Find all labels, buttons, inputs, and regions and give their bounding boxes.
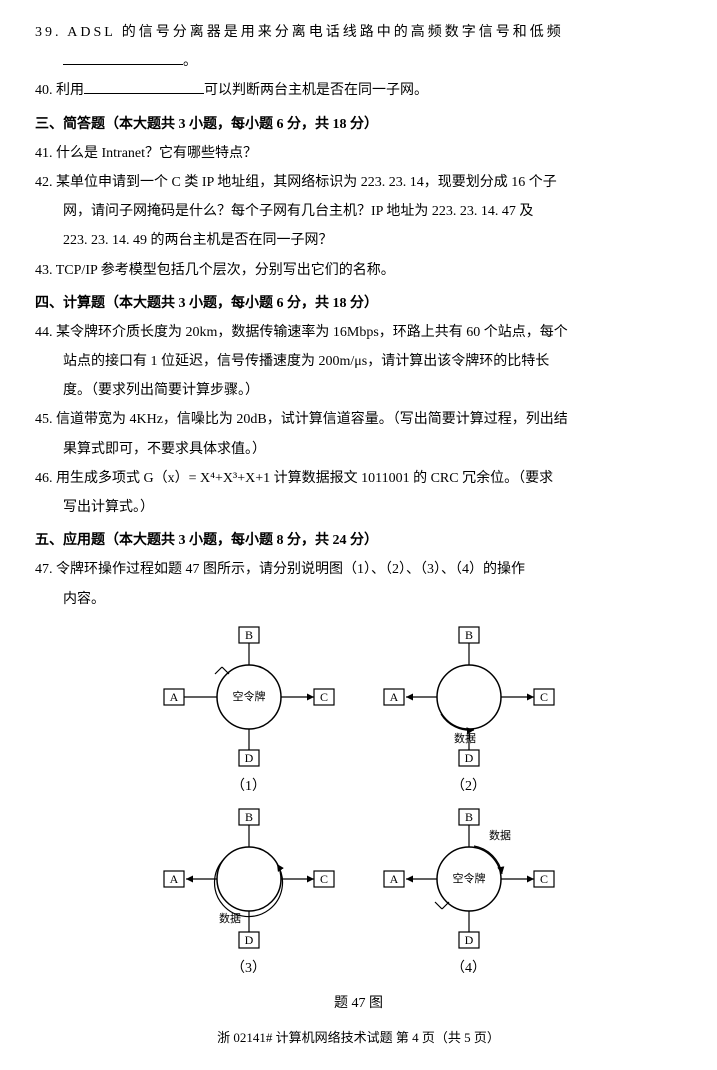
diagram-1-svg: 空令牌 B A C D [159, 622, 339, 772]
svg-text:A: A [389, 690, 398, 704]
diagram-2-label: （2） [451, 774, 486, 799]
question-40: 40. 利用 可以判断两台主机是否在同一子网。 [35, 78, 682, 103]
section-3-header: 三、简答题（本大题共 3 小题，每小题 6 分，共 18 分） [35, 112, 682, 137]
q42-line2: 网，请问子网掩码是什么？每个子网有几台主机？IP 地址为 223. 23. 14… [63, 204, 533, 219]
diagram-1-label: （1） [231, 774, 266, 799]
q46-l2: 写出计算式。） [35, 495, 682, 520]
q43-text: TCP/IP 参考模型包括几个层次，分别写出它们的名称。 [56, 263, 395, 278]
svg-text:B: B [464, 628, 472, 642]
question-46: 46. 用生成多项式 G（x）= X⁴+X³+X+1 计算数据报文 101100… [35, 466, 682, 491]
diagram-3-svg: 数据 B A C D [159, 804, 339, 954]
q47-num: 47. [35, 562, 53, 577]
q43-num: 43. [35, 263, 53, 278]
q46-num: 46. [35, 471, 53, 486]
q44-line3: 度。（要求列出简要计算步骤。） [63, 383, 259, 398]
node-d: D [244, 751, 253, 765]
question-44: 44. 某令牌环介质长度为 20km，数据传输速率为 16Mbps，环路上共有 … [35, 320, 682, 345]
svg-text:A: A [169, 872, 178, 886]
question-41: 41. 什么是 Intranet？它有哪些特点？ [35, 141, 682, 166]
q40-blank [84, 93, 204, 94]
svg-text:B: B [244, 810, 252, 824]
question-39-line2: 。 [35, 49, 682, 74]
q40-num: 40. [35, 83, 53, 98]
q41-num: 41. [35, 146, 53, 161]
svg-text:A: A [389, 872, 398, 886]
section-4-header: 四、计算题（本大题共 3 小题，每小题 6 分，共 18 分） [35, 291, 682, 316]
node-c: C [319, 690, 327, 704]
diagram-row-1: 空令牌 B A C D （1） [159, 622, 559, 799]
node-a: A [169, 690, 178, 704]
d4-center-text: 空令牌 [452, 871, 485, 885]
figure-caption: 题 47 图 [334, 991, 383, 1016]
page-footer: 浙 02141# 计算机网络技术试题 第 4 页（共 5 页） [35, 1026, 682, 1049]
svg-text:C: C [319, 872, 327, 886]
svg-text:B: B [464, 810, 472, 824]
q47-line2: 内容。 [63, 592, 105, 607]
d1-center-text: 空令牌 [232, 689, 265, 703]
diagrams-container: 空令牌 B A C D （1） [35, 622, 682, 1022]
q39-text2: 。 [183, 54, 197, 69]
diagram-3-label: （3） [231, 956, 266, 981]
q45-line1: 信道带宽为 4KHz，信噪比为 20dB，试计算信道容量。（写出简要计算过程，列… [56, 412, 568, 427]
node-b: B [244, 628, 252, 642]
q42-line1: 某单位申请到一个 C 类 IP 地址组，其网络标识为 223. 23. 14，现… [56, 175, 557, 190]
question-43: 43. TCP/IP 参考模型包括几个层次，分别写出它们的名称。 [35, 258, 682, 283]
q46-line2: 写出计算式。） [63, 500, 154, 515]
diagram-1: 空令牌 B A C D （1） [159, 622, 339, 799]
svg-text:D: D [464, 933, 473, 947]
q45-line2: 果算式即可，不要求具体求值。） [63, 442, 266, 457]
q44-num: 44. [35, 325, 53, 340]
q39-blank [63, 64, 183, 65]
q42-num: 42. [35, 175, 53, 190]
q42-line3-wrap: 223. 23. 14. 49 的两台主机是否在同一子网？ [35, 228, 682, 253]
section-5-header: 五、应用题（本大题共 3 小题，每小题 8 分，共 24 分） [35, 528, 682, 553]
q44-line2: 站点的接口有 1 位延迟，信号传播速度为 200m/μs，请计算出该令牌环的比特… [63, 354, 549, 369]
question-42: 42. 某单位申请到一个 C 类 IP 地址组，其网络标识为 223. 23. … [35, 170, 682, 195]
q42-line3: 223. 23. 14. 49 的两台主机是否在同一子网？ [63, 233, 333, 248]
q39-text1: ADSL 的信号分离器是用来分离电话线路中的高频数字信号和低频 [67, 25, 564, 40]
diagram-4: 数据 空令牌 B A C D [379, 804, 559, 981]
q41-text: 什么是 Intranet？它有哪些特点？ [56, 146, 257, 161]
diagram-3: 数据 B A C D （3） [159, 804, 339, 981]
d4-data-text: 数据 [489, 828, 511, 842]
svg-text:D: D [464, 751, 473, 765]
diagram-2-svg: 数据 B A C D [379, 622, 559, 772]
q39-num: 39. [35, 25, 62, 40]
diagram-row-2: 数据 B A C D （3） [159, 804, 559, 981]
d3-data-text: 数据 [219, 911, 241, 925]
diagram-4-label: （4） [451, 956, 486, 981]
svg-text:C: C [539, 690, 547, 704]
question-45: 45. 信道带宽为 4KHz，信噪比为 20dB，试计算信道容量。（写出简要计算… [35, 407, 682, 432]
svg-text:D: D [244, 933, 253, 947]
q44-l2: 站点的接口有 1 位延迟，信号传播速度为 200m/μs，请计算出该令牌环的比特… [35, 349, 682, 374]
q46-line1: 用生成多项式 G（x）= X⁴+X³+X+1 计算数据报文 1011001 的 … [56, 471, 553, 486]
svg-text:C: C [539, 872, 547, 886]
q42-line2-wrap: 网，请问子网掩码是什么？每个子网有几台主机？IP 地址为 223. 23. 14… [35, 199, 682, 224]
diagram-2: 数据 B A C D （2） [379, 622, 559, 799]
q44-line1: 某令牌环介质长度为 20km，数据传输速率为 16Mbps，环路上共有 60 个… [56, 325, 568, 340]
q40-text2: 可以判断两台主机是否在同一子网。 [204, 83, 428, 98]
q44-l3: 度。（要求列出简要计算步骤。） [35, 378, 682, 403]
question-47: 47. 令牌环操作过程如题 47 图所示，请分别说明图（1）、（2）、（3）、（… [35, 557, 682, 582]
q40-text1: 利用 [56, 83, 84, 98]
q47-line1: 令牌环操作过程如题 47 图所示，请分别说明图（1）、（2）、（3）、（4）的操… [56, 562, 525, 577]
q45-num: 45. [35, 412, 53, 427]
q45-l2: 果算式即可，不要求具体求值。） [35, 437, 682, 462]
d2-data-text: 数据 [454, 731, 476, 745]
q47-l2: 内容。 [35, 587, 682, 612]
question-39: 39. ADSL 的信号分离器是用来分离电话线路中的高频数字信号和低频 [35, 20, 682, 45]
diagram-4-svg: 数据 空令牌 B A C D [379, 804, 559, 954]
